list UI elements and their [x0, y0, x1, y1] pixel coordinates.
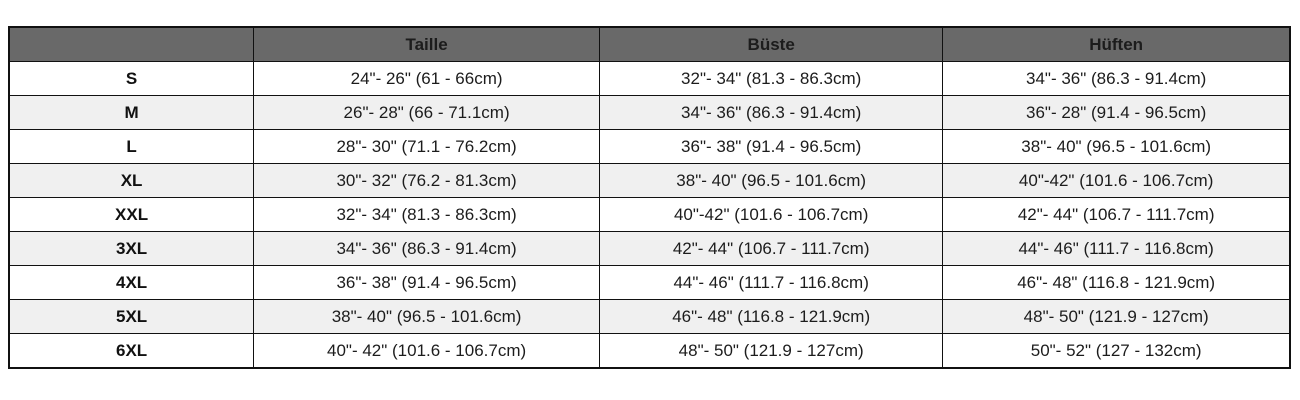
hueften-value: 48"- 50" (121.9 - 127cm) [942, 299, 1291, 334]
hueften-value: 36"- 28" (91.4 - 96.5cm) [942, 95, 1291, 130]
bueste-value: 48"- 50" (121.9 - 127cm) [599, 333, 944, 369]
bueste-value: 32"- 34" (81.3 - 86.3cm) [599, 61, 944, 96]
hueften-value: 34"- 36" (86.3 - 91.4cm) [942, 61, 1291, 96]
bueste-value: 44"- 46" (111.7 - 116.8cm) [599, 265, 944, 300]
size-label: 6XL [8, 333, 255, 369]
bueste-value: 42"- 44" (106.7 - 111.7cm) [599, 231, 944, 266]
taille-value: 38"- 40" (96.5 - 101.6cm) [253, 299, 601, 334]
bueste-value: 38"- 40" (96.5 - 101.6cm) [599, 163, 944, 198]
taille-value: 24"- 26" (61 - 66cm) [253, 61, 601, 96]
size-label: S [8, 61, 255, 96]
taille-value: 32"- 34" (81.3 - 86.3cm) [253, 197, 601, 232]
bueste-value: 40"-42" (101.6 - 106.7cm) [599, 197, 944, 232]
size-label: 5XL [8, 299, 255, 334]
table-row: XXL 32"- 34" (81.3 - 86.3cm) 40"-42" (10… [8, 197, 1291, 232]
header-cell-taille: Taille [253, 26, 601, 62]
bueste-value: 46"- 48" (116.8 - 121.9cm) [599, 299, 944, 334]
size-chart-table: Taille Büste Hüften S 24"- 26" (61 - 66c… [8, 26, 1291, 369]
header-row: Taille Büste Hüften [8, 26, 1291, 62]
bueste-value: 36"- 38" (91.4 - 96.5cm) [599, 129, 944, 164]
table-row: S 24"- 26" (61 - 66cm) 32"- 34" (81.3 - … [8, 61, 1291, 96]
hueften-value: 44"- 46" (111.7 - 116.8cm) [942, 231, 1291, 266]
size-label: XL [8, 163, 255, 198]
table-row: 5XL 38"- 40" (96.5 - 101.6cm) 46"- 48" (… [8, 299, 1291, 334]
table-row: 3XL 34"- 36" (86.3 - 91.4cm) 42"- 44" (1… [8, 231, 1291, 266]
taille-value: 40"- 42" (101.6 - 106.7cm) [253, 333, 601, 369]
size-label: XXL [8, 197, 255, 232]
table-row: 6XL 40"- 42" (101.6 - 106.7cm) 48"- 50" … [8, 333, 1291, 369]
header-cell-bueste: Büste [599, 26, 944, 62]
header-cell-size [8, 26, 255, 62]
hueften-value: 38"- 40" (96.5 - 101.6cm) [942, 129, 1291, 164]
bueste-value: 34"- 36" (86.3 - 91.4cm) [599, 95, 944, 130]
taille-value: 34"- 36" (86.3 - 91.4cm) [253, 231, 601, 266]
hueften-value: 46"- 48" (116.8 - 121.9cm) [942, 265, 1291, 300]
table-row: 4XL 36"- 38" (91.4 - 96.5cm) 44"- 46" (1… [8, 265, 1291, 300]
size-label: 4XL [8, 265, 255, 300]
table-row: L 28"- 30" (71.1 - 76.2cm) 36"- 38" (91.… [8, 129, 1291, 164]
taille-value: 26"- 28" (66 - 71.1cm) [253, 95, 601, 130]
size-chart-body: S 24"- 26" (61 - 66cm) 32"- 34" (81.3 - … [8, 61, 1291, 369]
taille-value: 28"- 30" (71.1 - 76.2cm) [253, 129, 601, 164]
size-label: 3XL [8, 231, 255, 266]
hueften-value: 40"-42" (101.6 - 106.7cm) [942, 163, 1291, 198]
table-row: XL 30"- 32" (76.2 - 81.3cm) 38"- 40" (96… [8, 163, 1291, 198]
header-cell-hueften: Hüften [942, 26, 1291, 62]
size-chart-header: Taille Büste Hüften [8, 26, 1291, 62]
taille-value: 36"- 38" (91.4 - 96.5cm) [253, 265, 601, 300]
table-row: M 26"- 28" (66 - 71.1cm) 34"- 36" (86.3 … [8, 95, 1291, 130]
taille-value: 30"- 32" (76.2 - 81.3cm) [253, 163, 601, 198]
size-label: M [8, 95, 255, 130]
hueften-value: 42"- 44" (106.7 - 111.7cm) [942, 197, 1291, 232]
size-label: L [8, 129, 255, 164]
hueften-value: 50"- 52" (127 - 132cm) [942, 333, 1291, 369]
